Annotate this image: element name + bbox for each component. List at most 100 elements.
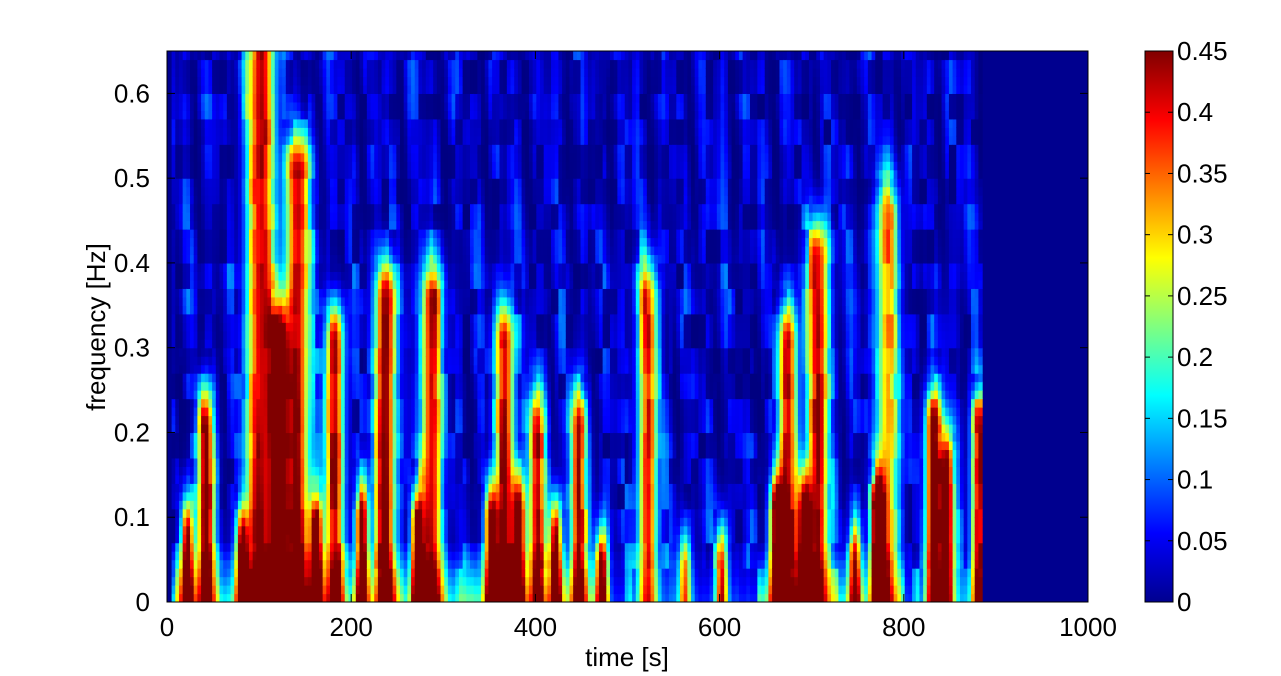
heatmap-cell — [374, 152, 379, 162]
heatmap-cell — [304, 508, 309, 518]
heatmap-cell — [226, 551, 232, 561]
heatmap-cell — [311, 542, 316, 552]
heatmap-cell — [190, 491, 195, 501]
heatmap-cell — [307, 576, 313, 586]
heatmap-cell — [396, 254, 401, 264]
heatmap-cell — [289, 517, 294, 527]
heatmap-cell — [289, 110, 294, 120]
heatmap-cell — [341, 237, 346, 247]
heatmap-cell — [418, 508, 423, 518]
heatmap-cell — [197, 254, 202, 264]
heatmap-cell — [171, 84, 176, 94]
heatmap-cell — [267, 322, 272, 332]
heatmap-cell — [267, 466, 272, 476]
heatmap-cell — [370, 491, 375, 501]
heatmap-cell — [400, 220, 405, 230]
heatmap-cell — [363, 229, 368, 239]
heatmap-cell — [344, 152, 350, 162]
heatmap-cell — [330, 186, 335, 196]
heatmap-cell — [171, 220, 176, 230]
heatmap-cell — [348, 347, 353, 357]
heatmap-cell — [274, 466, 280, 476]
heatmap-cell — [182, 93, 187, 103]
heatmap-cell — [315, 432, 320, 442]
heatmap-cell — [307, 237, 313, 247]
heatmap-cell — [344, 245, 350, 256]
heatmap-cell — [388, 551, 394, 561]
heatmap-cell — [388, 229, 394, 239]
heatmap-cell — [171, 339, 176, 349]
heatmap-cell — [392, 593, 397, 602]
heatmap-cell — [226, 491, 232, 501]
heatmap-cell — [186, 101, 191, 111]
heatmap-cell — [370, 296, 375, 306]
heatmap-cell — [182, 466, 187, 476]
heatmap-cell — [377, 415, 383, 425]
heatmap-cell — [400, 212, 405, 222]
heatmap-cell — [407, 152, 412, 162]
heatmap-cell — [414, 195, 420, 205]
heatmap-cell — [444, 356, 449, 366]
heatmap-cell — [330, 279, 335, 289]
heatmap-cell — [447, 152, 453, 162]
heatmap-cell — [190, 186, 195, 196]
heatmap-cell — [385, 330, 390, 340]
heatmap-cell — [204, 440, 210, 451]
heatmap-cell — [381, 135, 386, 145]
heatmap-cell — [215, 500, 221, 510]
heatmap-cell — [388, 237, 394, 247]
heatmap-cell — [451, 161, 456, 171]
heatmap-cell — [260, 76, 265, 86]
heatmap-cell — [333, 195, 338, 205]
heatmap-cell — [451, 322, 456, 332]
heatmap-cell — [451, 381, 456, 391]
heatmap-cell — [330, 67, 335, 78]
heatmap-cell — [300, 229, 305, 239]
heatmap-cell — [178, 101, 184, 111]
heatmap-cell — [429, 517, 434, 527]
heatmap-cell — [352, 84, 357, 94]
heatmap-cell — [278, 212, 283, 222]
heatmap-cell — [311, 449, 316, 459]
heatmap-cell — [263, 356, 268, 366]
heatmap-cell — [429, 93, 434, 103]
heatmap-cell — [330, 178, 335, 188]
heatmap-cell — [337, 296, 342, 306]
heatmap-cell — [190, 195, 195, 205]
heatmap-cell — [359, 339, 364, 349]
heatmap-cell — [223, 373, 228, 383]
heatmap-cell — [245, 101, 250, 111]
heatmap-cell — [425, 390, 431, 400]
heatmap-cell — [322, 288, 327, 298]
heatmap-cell — [256, 423, 261, 434]
heatmap-cell — [447, 534, 453, 544]
heatmap-cell — [226, 449, 232, 459]
heatmap-cell — [422, 203, 427, 213]
heatmap-cell — [403, 203, 408, 213]
heatmap-cell — [337, 483, 342, 493]
heatmap-cell — [411, 296, 416, 306]
heatmap-cell — [444, 474, 449, 484]
heatmap-cell — [230, 296, 235, 306]
heatmap-cell — [381, 59, 386, 69]
heatmap-cell — [348, 152, 353, 162]
heatmap-cell — [451, 305, 456, 315]
heatmap-cell — [403, 381, 408, 391]
heatmap-cell — [436, 127, 442, 137]
heatmap-cell — [385, 466, 390, 476]
heatmap-cell — [193, 203, 198, 213]
heatmap-cell — [293, 517, 298, 527]
heatmap-cell — [274, 449, 280, 459]
heatmap-cell — [377, 551, 383, 561]
heatmap-cell — [300, 534, 305, 544]
heatmap-cell — [318, 423, 324, 434]
heatmap-cell — [444, 542, 449, 552]
heatmap-cell — [223, 381, 228, 391]
heatmap-cell — [226, 593, 232, 602]
heatmap-cell — [341, 305, 346, 315]
heatmap-cell — [285, 313, 291, 323]
heatmap-cell — [263, 195, 268, 205]
heatmap-cell — [219, 508, 224, 518]
heatmap-cell — [447, 118, 453, 128]
heatmap-cell — [212, 576, 217, 586]
